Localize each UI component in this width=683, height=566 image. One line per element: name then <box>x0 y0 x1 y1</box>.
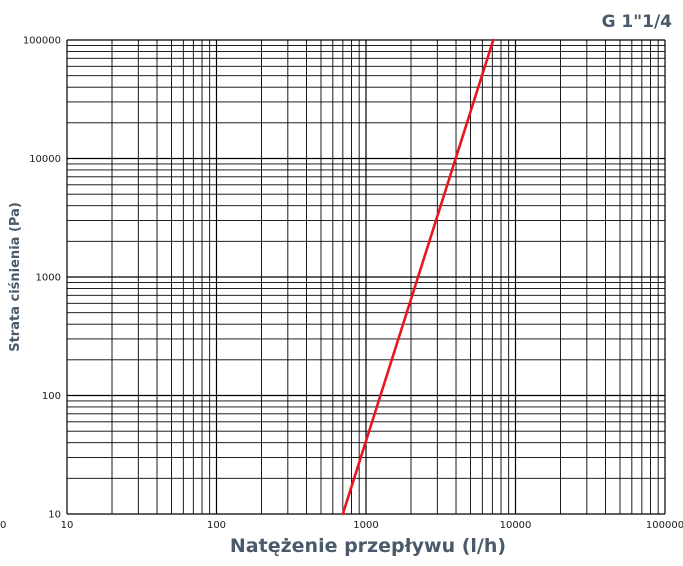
chart-title: G 1"1/4 <box>602 12 673 32</box>
series-layer <box>341 38 495 516</box>
x-tick-label: 1000 <box>353 520 378 531</box>
y-tick-label: 10000 <box>29 154 61 165</box>
y-tick-label: 1000 <box>36 273 61 284</box>
y-axis-title: Strata ciśnienia (Pa) <box>8 202 23 352</box>
y-tick-label: 100000 <box>23 36 61 47</box>
left-edge-label: 0 <box>0 520 6 531</box>
grid-layer <box>66 39 666 515</box>
x-tick-label: 10000 <box>500 520 532 531</box>
series-line-1 <box>341 38 495 516</box>
y-tick-label: 100 <box>42 391 61 402</box>
x-tick-label: 100000 <box>646 520 683 531</box>
tick-layer: 10 100 1000 10000 100000 10 100 1000 10000 100000 <box>23 36 683 532</box>
x-tick-label: 100 <box>207 520 226 531</box>
x-tick-label: 10 <box>61 520 74 531</box>
y-tick-label: 10 <box>48 510 61 521</box>
x-axis-title: Natężenie przepływu (l/h) <box>230 535 506 557</box>
